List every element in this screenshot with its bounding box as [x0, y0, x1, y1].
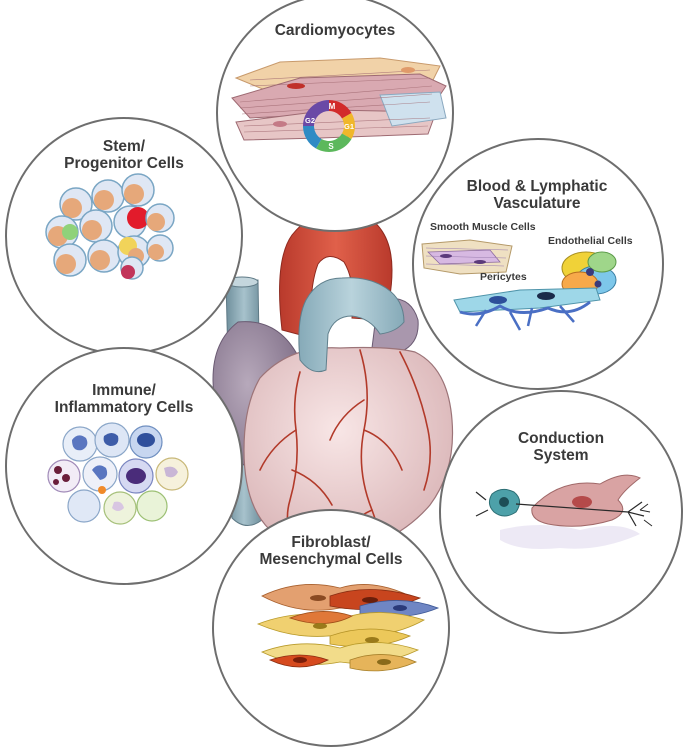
cardiomyocytes-title-text: Cardiomyocytes: [274, 22, 396, 39]
fibroblast-title-line-1: Fibroblast/: [291, 534, 371, 551]
panel-immune: [5, 347, 243, 585]
cycle-label-m: M: [329, 102, 336, 111]
pericytes-label: Pericytes: [480, 271, 527, 283]
fibroblast-title: Fibroblast/ Mesenchymal Cells: [226, 534, 436, 569]
conduction-cells: [475, 474, 653, 549]
panel-cardiomyocytes: M G1 S G2: [216, 0, 454, 232]
stem-cell-cluster: [45, 173, 175, 280]
cycle-label-g2: G2: [305, 116, 315, 125]
cycle-label-s: S: [328, 142, 334, 151]
smooth-muscle-cells: [421, 239, 513, 275]
stem-title-line-2: Progenitor Cells: [64, 155, 184, 173]
cardiomyocyte-fibers: [231, 57, 447, 141]
endothelial-cells: [561, 251, 617, 297]
immune-title: Immune/ Inflammatory Cells: [14, 382, 234, 417]
panel-stem-cells: [5, 117, 243, 355]
fibroblast-title-line-2: Mesenchymal Cells: [259, 551, 403, 569]
panel-fibroblast: [212, 509, 450, 747]
immune-title-line-1: Immune/: [92, 382, 156, 399]
conduction-title: Conduction System: [486, 430, 636, 465]
panel-circle: [412, 138, 664, 390]
ventricles: [243, 346, 454, 555]
vasculature-title: Blood & Lymphatic Vasculature: [432, 178, 642, 213]
stem-cells-title: Stem/ Progenitor Cells: [24, 138, 224, 173]
conduction-title-line-2: System: [533, 447, 589, 465]
stem-title-line-1: Stem/: [102, 138, 146, 155]
cycle-label-g1: G1: [344, 122, 354, 131]
immune-cell-cluster: [47, 422, 189, 525]
cardiomyocytes-title: Cardiomyocytes: [235, 22, 435, 39]
smooth-muscle-label: Smooth Muscle Cells: [430, 221, 536, 233]
panel-conduction: [439, 390, 683, 634]
vasculature-title-line-2: Vasculature: [493, 195, 581, 213]
pericytes: [453, 287, 601, 331]
fibroblast-cells: [256, 584, 440, 672]
panel-vasculature: [412, 138, 664, 390]
conduction-title-line-1: Conduction: [517, 430, 605, 447]
cell-cycle-ring: M G1 S G2: [303, 100, 355, 152]
heart-illustration: [212, 193, 454, 555]
vasculature-title-line-1: Blood & Lymphatic: [466, 178, 608, 195]
pulmonary-trunk: [298, 277, 405, 373]
endothelial-label: Endothelial Cells: [548, 235, 633, 247]
immune-title-line-2: Inflammatory Cells: [54, 399, 194, 417]
